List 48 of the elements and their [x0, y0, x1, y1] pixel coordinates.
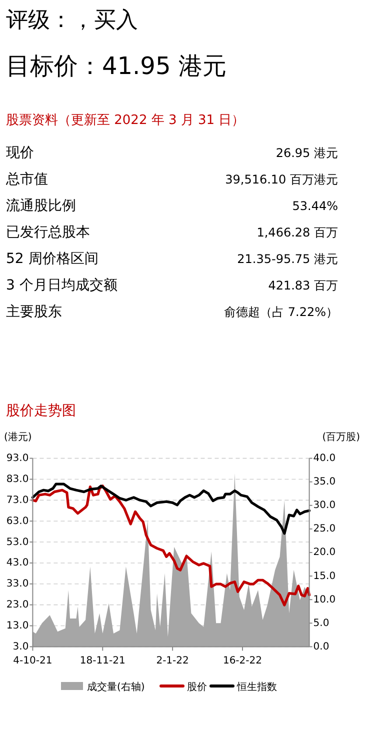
- y2-tick-label: 10.0: [313, 594, 336, 606]
- text: 评级：，买入: [6, 8, 138, 33]
- text: 53.44%: [292, 199, 338, 213]
- text: 流通股比例: [6, 198, 76, 214]
- y2-tick-label: 20.0: [313, 547, 336, 558]
- y2-tick-label: 5.0: [313, 618, 330, 629]
- y-tick-label: 33.0: [6, 578, 29, 590]
- y-tick-label: 3.0: [12, 641, 29, 652]
- y-tick-label: 83.0: [6, 474, 29, 485]
- legend-label: 股价: [187, 681, 207, 693]
- text: 主要股东: [6, 304, 62, 320]
- text: 现价: [6, 145, 34, 161]
- y2-tick-label: 15.0: [313, 570, 336, 582]
- y-tick-label: 13.0: [6, 620, 29, 632]
- text: 21.35-95.75 港元: [237, 252, 338, 266]
- text: 1,466.28 百万: [256, 226, 338, 240]
- chart-title: 股价走势图: [6, 403, 76, 419]
- text: 39,516.10 百万港元: [225, 172, 338, 186]
- text: 股票资料（更新至 2022 年 3 月 31 日）: [6, 113, 245, 128]
- legend-label: 恒生指数: [236, 681, 277, 693]
- x-tick-label: 2-1-22: [156, 656, 189, 667]
- line-series: [31, 482, 311, 535]
- y-tick-label: 93.0: [6, 453, 29, 464]
- legend-label: 成交量(右轴): [87, 681, 145, 693]
- text: 总市值: [5, 172, 48, 188]
- y2-tick-label: 35.0: [313, 476, 336, 488]
- text: 52 周价格区间: [6, 251, 98, 267]
- y2-tick-label: 30.0: [313, 500, 336, 512]
- text: 俞德超（占 7.22%）: [224, 305, 338, 319]
- text: 目标价：41.95 港元: [6, 52, 226, 80]
- y2-axis-title: (百万股): [322, 432, 360, 443]
- y-tick-label: 73.0: [6, 494, 29, 506]
- y2-tick-label: 25.0: [313, 524, 336, 535]
- y-tick-label: 43.0: [6, 558, 29, 569]
- text: 421.83 百万: [268, 278, 338, 292]
- y2-tick-label: 40.0: [313, 453, 336, 464]
- line-series: [31, 484, 311, 606]
- y-axis-title: (港元): [4, 431, 32, 443]
- x-tick-label: 4-10-21: [13, 656, 52, 667]
- text: 26.95 港元: [276, 146, 338, 160]
- y-tick-label: 23.0: [6, 600, 29, 611]
- text: 已发行总股本: [6, 224, 90, 240]
- x-tick-label: 16-2-22: [222, 656, 262, 667]
- y-tick-label: 63.0: [6, 516, 29, 527]
- y2-tick-label: 0.0: [313, 641, 330, 652]
- x-tick-label: 18-11-21: [80, 656, 126, 667]
- text: 3 个月日均成交额: [6, 278, 118, 294]
- y-tick-label: 53.0: [6, 536, 29, 548]
